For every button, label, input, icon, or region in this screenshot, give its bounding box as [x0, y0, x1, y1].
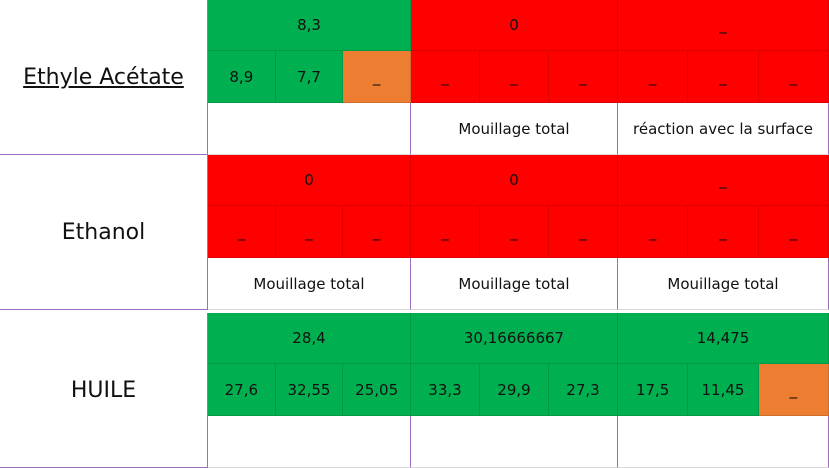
value-cell: 25,05 [343, 364, 411, 416]
value-cell: _ [549, 206, 618, 258]
value-cell: 32,55 [275, 364, 344, 416]
row-label: Ethanol [0, 155, 208, 310]
value-cell: 11,45 [688, 364, 759, 416]
average-cell: 0 [411, 155, 618, 206]
value-cell: _ [758, 206, 829, 258]
value-cell: 29,9 [480, 364, 549, 416]
note-cell [208, 416, 411, 468]
value-cell: _ [549, 51, 618, 103]
average-cell: 30,16666667 [411, 313, 618, 364]
value-cell: _ [411, 51, 480, 103]
average-cell: 8,3 [208, 0, 411, 51]
note-cell: Mouillage total [411, 103, 618, 155]
value-cell: _ [480, 51, 549, 103]
value-cell: 27,3 [549, 364, 618, 416]
note-cell [618, 416, 829, 468]
value-cell: 7,7 [275, 51, 344, 103]
note-cell: réaction avec la surface [618, 103, 829, 155]
row-label: Ethyle Acétate [0, 0, 208, 155]
value-cell: _ [758, 364, 829, 416]
value-cell: 17,5 [618, 364, 689, 416]
average-cell: 28,4 [208, 313, 411, 364]
value-cell: _ [208, 206, 276, 258]
value-cell: _ [618, 206, 689, 258]
value-cell: _ [688, 51, 759, 103]
value-cell: _ [343, 51, 411, 103]
average-cell: 0 [411, 0, 618, 51]
value-cell: _ [758, 51, 829, 103]
value-cell: 27,6 [208, 364, 276, 416]
note-cell [411, 416, 618, 468]
note-cell: Mouillage total [618, 258, 829, 310]
value-cell: _ [688, 206, 759, 258]
average-cell: _ [618, 155, 829, 206]
value-cell: _ [343, 206, 411, 258]
value-cell: _ [411, 206, 480, 258]
average-cell: _ [618, 0, 829, 51]
average-cell: 14,475 [618, 313, 829, 364]
note-cell [208, 103, 411, 155]
note-cell: Mouillage total [411, 258, 618, 310]
value-cell: _ [618, 51, 689, 103]
value-cell: _ [275, 206, 344, 258]
value-cell: _ [480, 206, 549, 258]
value-cell: 33,3 [411, 364, 480, 416]
average-cell: 0 [208, 155, 411, 206]
value-cell: 8,9 [208, 51, 276, 103]
row-label: HUILE [0, 313, 208, 468]
note-cell: Mouillage total [208, 258, 411, 310]
